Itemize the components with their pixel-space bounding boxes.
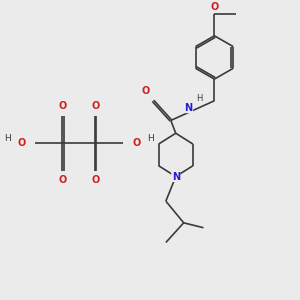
Text: H: H: [148, 134, 154, 143]
Text: H: H: [4, 134, 11, 143]
Text: H: H: [196, 94, 203, 103]
Text: O: O: [142, 86, 150, 96]
Text: N: N: [184, 103, 193, 112]
Text: O: O: [59, 101, 67, 111]
Text: O: O: [133, 138, 141, 148]
Text: O: O: [92, 176, 100, 185]
Text: N: N: [172, 172, 180, 182]
Text: O: O: [92, 101, 100, 111]
Text: O: O: [210, 2, 218, 12]
Text: O: O: [17, 138, 25, 148]
Text: O: O: [59, 176, 67, 185]
